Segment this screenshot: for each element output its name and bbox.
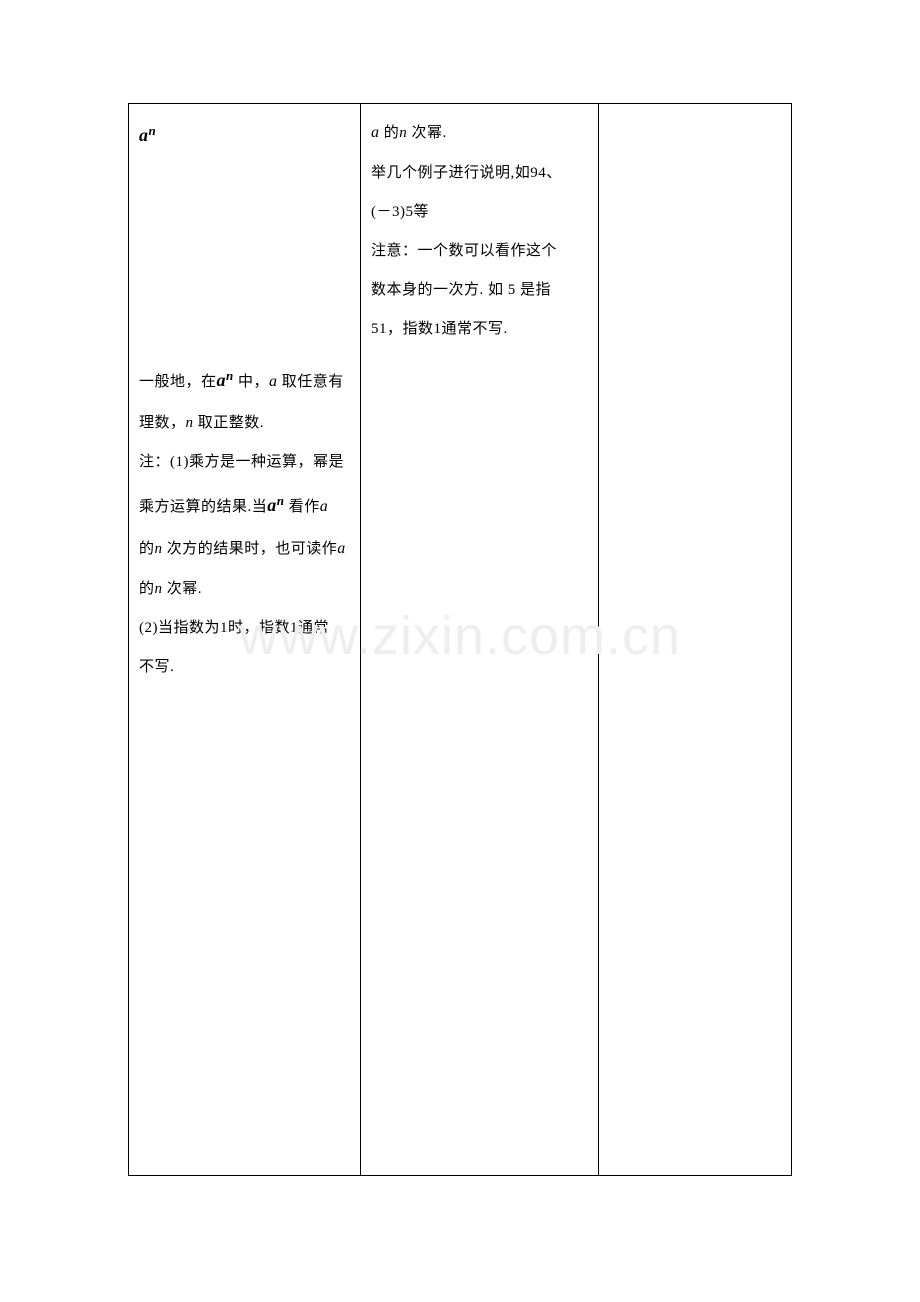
math-expression: an [139, 112, 350, 159]
text-fragment: 看作 [289, 499, 320, 515]
text-fragment: 的 [384, 125, 400, 141]
math-var-a: a [371, 124, 380, 141]
text-line: 数本身的一次方. 如 5 是指 [371, 271, 588, 310]
text-fragment: 的 [139, 581, 155, 597]
text-line: 的n 次方的结果时，也可读作a [139, 528, 350, 570]
math-var-n: n [155, 581, 163, 597]
math-base-a: a [267, 495, 277, 515]
text-line: 不写. [139, 648, 350, 687]
table-col-2: a 的n 次幂. 举几个例子进行说明,如94、 (－3)5等 注意：一个数可以看… [361, 104, 599, 1175]
math-base-a: a [217, 370, 227, 390]
text-line: 51，指数1通常不写. [371, 310, 588, 349]
text-line: 一般地，在an 中，a 取任意有 [139, 357, 350, 404]
text-fragment: 次幂. [167, 581, 202, 597]
spacer [139, 159, 350, 357]
text-fragment: 取正整数. [198, 415, 264, 431]
math-var-a: a [337, 540, 346, 557]
text-line: 理数，n 取正整数. [139, 404, 350, 443]
text-line: 注意：一个数可以看作这个 [371, 232, 588, 271]
text-line: 举几个例子进行说明,如94、 [371, 154, 588, 193]
math-var-a: a [320, 498, 329, 515]
text-fragment: 取任意有 [282, 374, 344, 390]
text-fragment: 次幂. [412, 125, 447, 141]
table-col-1: an 一般地，在an 中，a 取任意有 理数，n 取正整数. 注：(1)乘方是一… [129, 104, 361, 1175]
math-exp-n: n [277, 493, 285, 508]
table-col-3 [599, 104, 791, 1175]
text-line: 乘方运算的结果.当an 看作a [139, 482, 350, 529]
text-line: 注：(1)乘方是一种运算，幂是 [139, 443, 350, 482]
math-exp-n: n [149, 123, 157, 138]
text-fragment: 的 [139, 541, 155, 557]
text-fragment: 理数， [139, 415, 186, 431]
math-var-n: n [186, 415, 194, 431]
lesson-table: an 一般地，在an 中，a 取任意有 理数，n 取正整数. 注：(1)乘方是一… [128, 103, 792, 1176]
math-var-n: n [399, 125, 407, 141]
text-fragment: 次方的结果时，也可读作 [167, 541, 338, 557]
text-line: (2)当指数为1时，指数1通常 [139, 609, 350, 648]
text-line: 的n 次幂. [139, 570, 350, 609]
math-var-n: n [155, 541, 163, 557]
math-base-a: a [139, 125, 149, 145]
text-fragment: 一般地，在 [139, 374, 217, 390]
text-line: (－3)5等 [371, 193, 588, 232]
text-line: a 的n 次幂. [371, 112, 588, 154]
math-var-a: a [269, 373, 278, 390]
text-fragment: 中， [238, 374, 269, 390]
math-exp-n: n [226, 368, 234, 383]
text-fragment: 乘方运算的结果.当 [139, 499, 267, 515]
